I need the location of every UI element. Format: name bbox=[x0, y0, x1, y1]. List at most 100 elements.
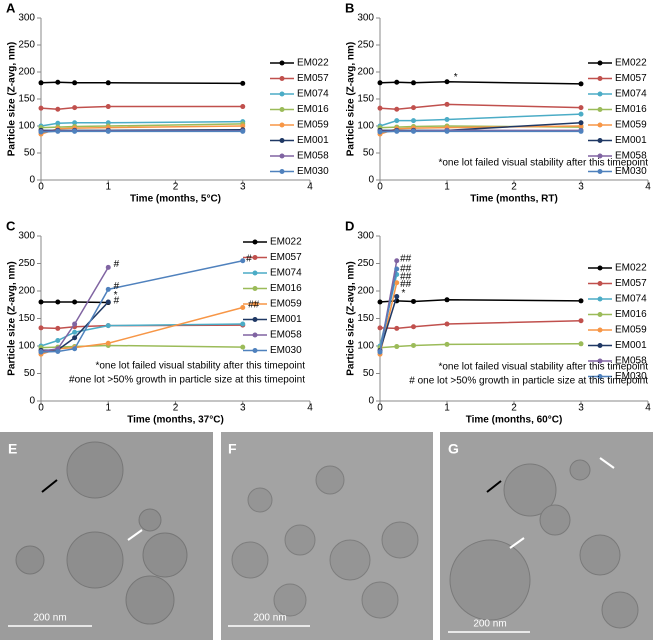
y-axis-title: Particle size (Z-avg, nm) bbox=[346, 42, 357, 156]
legend-marker bbox=[252, 332, 258, 338]
point bbox=[72, 299, 78, 305]
scale-label: 200 nm bbox=[33, 613, 66, 624]
y-axis-title: Particle size (Z-avg, nm) bbox=[7, 261, 18, 375]
x-axis-title: Time (months, 37°C) bbox=[127, 415, 224, 426]
series-line bbox=[40, 266, 109, 353]
panel-label: B bbox=[345, 0, 354, 15]
legend-marker bbox=[597, 169, 603, 174]
x-axis-title: Time (months, RT) bbox=[470, 194, 558, 205]
legend-marker bbox=[279, 107, 285, 112]
annotation: ## bbox=[400, 254, 412, 265]
legend-marker bbox=[252, 270, 258, 276]
legend-marker bbox=[597, 60, 603, 66]
legend-label: EM057 bbox=[615, 278, 647, 289]
legend-label: EM057 bbox=[615, 73, 647, 84]
legend-label: EM030 bbox=[615, 166, 647, 177]
note: #one lot >50% growth in particle size at… bbox=[69, 375, 305, 386]
x-tick-label: 2 bbox=[173, 182, 179, 193]
legend-marker bbox=[279, 153, 285, 159]
point bbox=[444, 79, 450, 85]
y-tick-label: 200 bbox=[357, 67, 374, 78]
panel-label: G bbox=[448, 441, 459, 457]
annotation: # bbox=[114, 281, 120, 292]
point bbox=[411, 105, 416, 111]
legend-marker bbox=[597, 312, 603, 317]
legend-marker bbox=[252, 286, 258, 291]
series-line bbox=[379, 130, 581, 133]
x-tick-label: 2 bbox=[511, 403, 517, 414]
legend-label: EM057 bbox=[270, 252, 302, 263]
legend-marker bbox=[597, 281, 603, 286]
point bbox=[105, 104, 111, 110]
point bbox=[578, 128, 584, 134]
point bbox=[55, 128, 61, 134]
point bbox=[240, 321, 246, 327]
micrograph-e bbox=[0, 432, 213, 640]
point bbox=[240, 258, 246, 264]
x-tick-label: 1 bbox=[444, 182, 450, 193]
y-tick-label: 150 bbox=[18, 94, 35, 105]
y-tick-label: 100 bbox=[357, 341, 374, 352]
legend-marker bbox=[252, 348, 258, 353]
legend-marker bbox=[597, 91, 603, 97]
point bbox=[72, 105, 78, 111]
series-line bbox=[379, 80, 582, 85]
y-tick-label: 300 bbox=[357, 231, 374, 242]
legend-label: EM030 bbox=[270, 345, 302, 356]
point bbox=[72, 329, 78, 335]
x-tick-label: 4 bbox=[307, 182, 313, 193]
legend-marker bbox=[597, 138, 603, 143]
legend-label: EM058 bbox=[270, 330, 302, 341]
annotation: # bbox=[246, 254, 252, 265]
legend-label: EM059 bbox=[615, 120, 647, 131]
point bbox=[38, 80, 44, 86]
point bbox=[444, 117, 450, 123]
annotation: * bbox=[114, 290, 118, 301]
x-tick-label: 0 bbox=[38, 403, 44, 414]
panel-label: D bbox=[345, 218, 354, 233]
y-tick-label: 0 bbox=[29, 175, 35, 186]
point bbox=[394, 294, 400, 299]
legend-marker bbox=[597, 153, 603, 159]
point bbox=[55, 338, 61, 343]
legend-label: EM059 bbox=[270, 299, 302, 310]
point bbox=[240, 80, 246, 86]
legend-label: EM074 bbox=[615, 89, 647, 100]
y-tick-label: 300 bbox=[18, 13, 35, 24]
series-line bbox=[379, 103, 582, 111]
x-tick-label: 4 bbox=[307, 403, 313, 414]
x-tick-label: 1 bbox=[105, 182, 111, 193]
legend-marker bbox=[597, 296, 603, 302]
point bbox=[55, 299, 61, 305]
y-tick-label: 50 bbox=[24, 148, 36, 159]
legend-marker bbox=[279, 122, 285, 128]
x-tick-label: 1 bbox=[444, 403, 450, 414]
micrograph-g bbox=[440, 432, 653, 640]
legend-label: EM016 bbox=[615, 104, 647, 115]
x-tick-label: 0 bbox=[377, 182, 383, 193]
point bbox=[72, 321, 78, 327]
point bbox=[105, 80, 111, 86]
point bbox=[394, 128, 400, 134]
series-line bbox=[379, 319, 582, 330]
point bbox=[105, 128, 111, 134]
y-tick-label: 50 bbox=[363, 368, 375, 379]
legend-label: EM074 bbox=[615, 294, 647, 305]
x-tick-label: 3 bbox=[578, 403, 584, 414]
series-line bbox=[40, 130, 243, 133]
legend-marker bbox=[597, 358, 603, 364]
series-line bbox=[41, 301, 109, 304]
legend-label: EM001 bbox=[297, 135, 329, 146]
y-tick-label: 100 bbox=[357, 121, 374, 132]
point bbox=[38, 325, 44, 331]
legend-label: EM057 bbox=[297, 73, 329, 84]
legend-label: EM058 bbox=[615, 151, 647, 162]
point bbox=[240, 128, 246, 134]
x-tick-label: 4 bbox=[645, 403, 651, 414]
point bbox=[377, 349, 383, 355]
legend-marker bbox=[252, 239, 258, 245]
legend-label: EM022 bbox=[615, 263, 647, 274]
panel-label: A bbox=[6, 0, 16, 15]
y-tick-label: 0 bbox=[368, 396, 374, 407]
series-line bbox=[379, 343, 582, 349]
